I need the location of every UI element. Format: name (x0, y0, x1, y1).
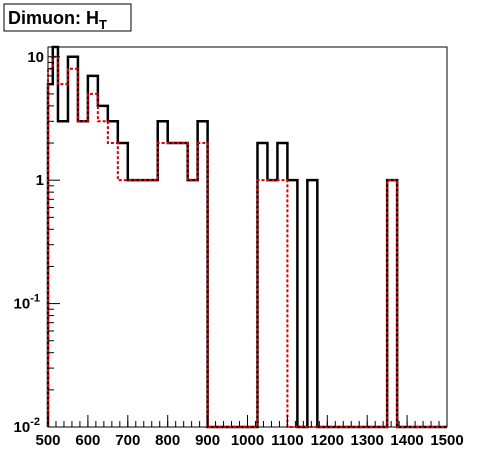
y-tick-label-base: 10 (14, 419, 31, 436)
y-tick-label: 10-1 (14, 293, 40, 313)
x-tick-label: 900 (195, 432, 220, 449)
chart-title-box (3, 3, 132, 32)
x-tick-label: 600 (75, 432, 100, 449)
x-tick-label: 1200 (311, 432, 344, 449)
chart-title: Dimuon: HT (8, 8, 107, 32)
axis-layer: 500 600 700 800 900 1000 1100 1200 1300 1400 1500 1… (14, 49, 464, 449)
histogram-series-2 (47, 55, 447, 428)
x-tick-label: 1500 (430, 432, 463, 449)
x-tick-label: 700 (115, 432, 140, 449)
x-tick-label: 1000 (231, 432, 264, 449)
y-tick-label-exponent: -2 (30, 416, 40, 428)
y-tick-label: 10 (27, 49, 44, 66)
plot-frame (47, 46, 448, 428)
x-tick-label: 1400 (390, 432, 423, 449)
series-layer (46, 45, 447, 429)
y-tick-label-base: 10 (27, 49, 44, 66)
y-tick-label-base: 10 (14, 296, 31, 313)
x-tick-label: 1300 (351, 432, 384, 449)
x-tick-label: 800 (155, 432, 180, 449)
y-tick-label: 1 (36, 172, 44, 189)
x-tick-label: 500 (35, 432, 60, 449)
y-tick-label-exponent: -1 (30, 293, 40, 305)
chart-title-subscript: T (99, 17, 107, 32)
x-tick-label: 1100 (271, 432, 304, 449)
y-tick-label-base: 1 (36, 172, 44, 189)
chart-title-main: Dimuon: H (8, 8, 99, 28)
y-tick-label: 10-2 (14, 416, 40, 436)
